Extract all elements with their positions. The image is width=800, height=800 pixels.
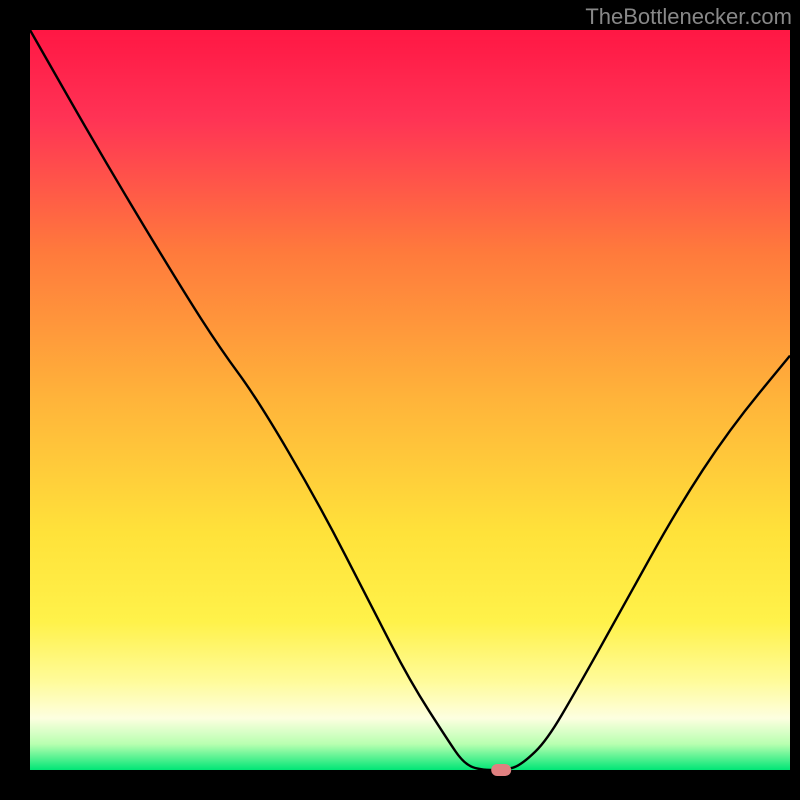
chart-svg [0,0,800,800]
chart-plot-background [30,30,790,770]
bottleneck-chart: TheBottlenecker.com [0,0,800,800]
optimal-point-marker [491,764,511,776]
watermark-text: TheBottlenecker.com [585,4,792,30]
